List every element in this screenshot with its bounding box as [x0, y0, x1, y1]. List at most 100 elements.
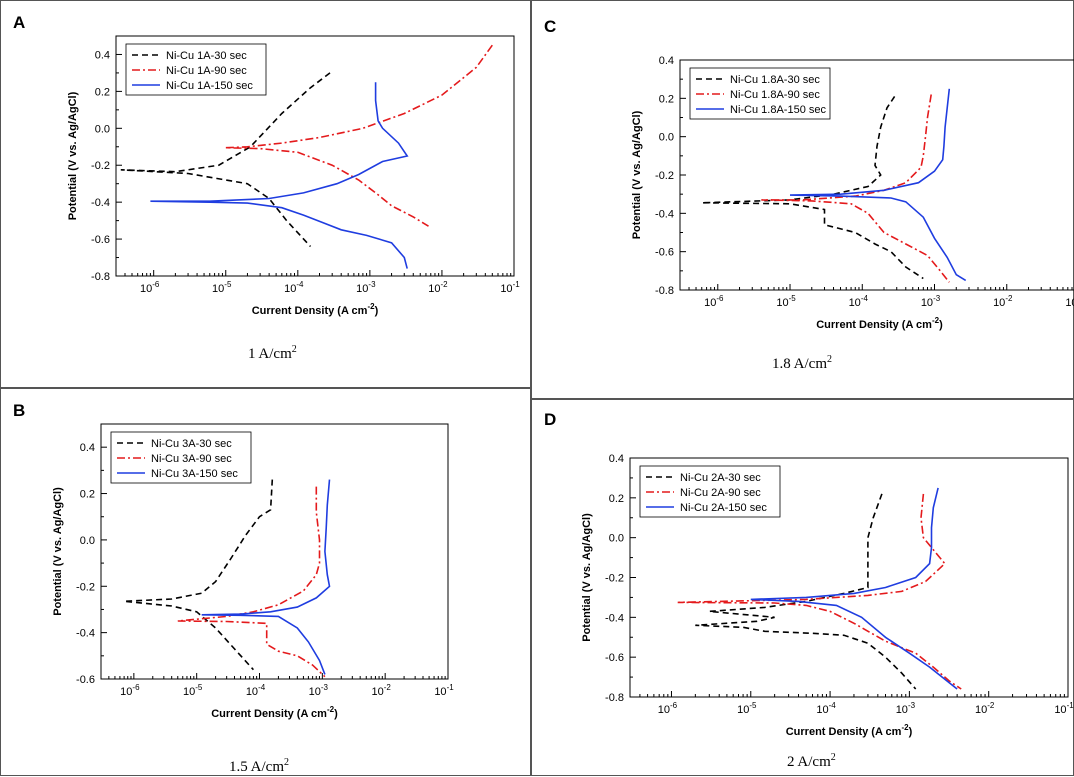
y-tick-label: 0.0 — [80, 535, 95, 547]
condition-label-b: 1.5 A/cm2 — [229, 757, 289, 775]
panel-d: D 10-6 10-5 10-4 10-3 10-2 10-1 -0.8 -0.6 -0.4 -0… — [531, 399, 1074, 776]
panel-letter-b: B — [13, 401, 26, 420]
plot-frame — [115, 35, 515, 277]
chart-a: 10-6 10-5 10-4 10-3 10-2 10-1 -0.8 -0.6 -0.4 -0.2… — [67, 35, 520, 317]
x-tick-label: 10-2 — [371, 683, 391, 698]
legend-label-1: Ni-Cu 3A-30 sec — [151, 438, 232, 450]
x-tick-label: 10-1 — [1065, 294, 1074, 309]
chart-d: 10-6 10-5 10-4 10-3 10-2 10-1 -0.8 -0.6 -0.4 -0.2… — [581, 453, 1074, 738]
y-tick-label: -0.6 — [655, 247, 674, 259]
condition-label-c: 1.8 A/cm2 — [772, 354, 832, 372]
x-tick-label: 10-5 — [737, 701, 757, 716]
series-line-1 — [124, 479, 274, 671]
x-tick-label: 10-3 — [896, 701, 916, 716]
y-axis-label: Potential (V vs. Ag/AgCl) — [581, 513, 593, 642]
condition-label-d: 2 A/cm2 — [787, 752, 836, 770]
x-tick-label: 10-3 — [921, 294, 941, 309]
y-tick-label: -0.8 — [655, 285, 674, 297]
y-axis-label: Potential (V vs. Ag/AgCl) — [631, 110, 643, 239]
x-tick-label: 10-6 — [120, 683, 140, 698]
y-tick-label: 0.0 — [659, 132, 674, 144]
x-tick-label: 10-6 — [704, 294, 724, 309]
series-line-2 — [677, 493, 962, 690]
legend-label-3: Ni-Cu 3A-150 sec — [151, 468, 238, 480]
plot-area: 10-6 10-5 10-4 10-3 10-2 10-1 -0.6 -0.4 -0.2 0.0 0… — [52, 423, 454, 720]
x-tick-label: 10-3 — [356, 280, 376, 295]
x-tick-label: 10-5 — [212, 280, 232, 295]
y-tick-label: -0.4 — [605, 612, 624, 624]
legend-label-1: Ni-Cu 1.8A-30 sec — [730, 74, 820, 86]
x-axis-label: Current Density (A cm-2) — [211, 705, 338, 720]
x-tick-label: 10-1 — [434, 683, 454, 698]
legend-label-3: Ni-Cu 1.8A-150 sec — [730, 104, 826, 116]
legend-label-1: Ni-Cu 2A-30 sec — [680, 472, 761, 484]
y-tick-label: -0.4 — [655, 208, 674, 220]
x-tick-label: 10-1 — [1054, 701, 1074, 716]
y-tick-label: -0.6 — [605, 652, 624, 664]
panel-a: A 10-6 10-5 10-4 10-3 10-2 10-1 -0.8 -0.6 -0.4 -0… — [0, 0, 531, 388]
series-line-2 — [225, 44, 493, 227]
x-tick-label: 10-4 — [284, 280, 304, 295]
y-axis-label: Potential (V vs. Ag/AgCl) — [67, 91, 79, 220]
x-tick-label: 10-5 — [183, 683, 203, 698]
condition-label-a: 1 A/cm2 — [248, 344, 297, 362]
y-tick-label: 0.2 — [80, 489, 95, 501]
series-line-3 — [201, 479, 331, 675]
series-line-3 — [750, 487, 958, 690]
y-tick-label: 0.2 — [659, 93, 674, 105]
y-tick-label: -0.2 — [605, 573, 624, 585]
x-tick-label: 10-6 — [658, 701, 678, 716]
chart-b: 10-6 10-5 10-4 10-3 10-2 10-1 -0.6 -0.4 -0.2 0.0 0… — [52, 423, 454, 720]
x-tick-label: 10-2 — [975, 701, 995, 716]
y-tick-label: -0.2 — [91, 160, 110, 172]
y-tick-label: 0.0 — [609, 533, 624, 545]
x-tick-label: 10-1 — [500, 280, 520, 295]
legend: Ni-Cu 1A-30 sec Ni-Cu 1A-90 sec Ni-Cu 1A-1… — [125, 43, 267, 96]
panel-c: C 10-6 10-5 10-4 10-3 10-2 10-1 -0.8 -0.6 -0.4 -0… — [531, 0, 1074, 399]
y-tick-label: -0.2 — [76, 581, 95, 593]
legend-label-3: Ni-Cu 1A-150 sec — [166, 80, 253, 92]
y-tick-label: -0.4 — [76, 628, 95, 640]
legend-label-1: Ni-Cu 1A-30 sec — [166, 50, 247, 62]
y-tick-label: 0.2 — [95, 86, 110, 98]
x-tick-label: 10-4 — [816, 701, 836, 716]
series-line-1 — [701, 95, 924, 280]
series-line-3 — [150, 82, 409, 269]
plot-area: 10-6 10-5 10-4 10-3 10-2 10-1 -0.8 -0.6 -0.4 -0.2… — [631, 55, 1074, 331]
series-line-1 — [695, 493, 917, 690]
legend-label-3: Ni-Cu 2A-150 sec — [680, 502, 767, 514]
chart-c: 10-6 10-5 10-4 10-3 10-2 10-1 -0.8 -0.6 -0.4 -0.2… — [631, 55, 1074, 331]
x-axis-label: Current Density (A cm-2) — [252, 302, 379, 317]
legend: Ni-Cu 3A-30 sec Ni-Cu 3A-90 sec Ni-Cu 3A-1… — [110, 431, 252, 484]
x-tick-label: 10-4 — [246, 683, 266, 698]
panel-letter-c: C — [544, 17, 557, 36]
y-tick-label: -0.6 — [76, 674, 95, 686]
legend-label-2: Ni-Cu 2A-90 sec — [680, 487, 761, 499]
x-tick-label: 10-4 — [849, 294, 869, 309]
y-tick-label: -0.6 — [91, 234, 110, 246]
series-line-2 — [761, 94, 950, 283]
panel-b: B 10-6 10-5 10-4 10-3 10-2 10-1 -0.6 -0.4 -0.2 0.… — [0, 388, 531, 776]
y-tick-label: 0.4 — [659, 55, 674, 67]
x-tick-label: 10-3 — [309, 683, 329, 698]
x-tick-label: 10-5 — [776, 294, 796, 309]
legend: Ni-Cu 1.8A-30 sec Ni-Cu 1.8A-90 sec Ni-Cu … — [689, 67, 831, 120]
y-tick-label: 0.4 — [80, 442, 95, 454]
series-line-1 — [120, 72, 331, 248]
legend-label-2: Ni-Cu 3A-90 sec — [151, 453, 232, 465]
y-tick-label: -0.2 — [655, 170, 674, 182]
x-tick-label: 10-2 — [428, 280, 448, 295]
series-line-2 — [177, 486, 326, 678]
y-tick-label: 0.2 — [609, 493, 624, 505]
y-tick-label: 0.4 — [609, 453, 624, 465]
x-axis-label: Current Density (A cm-2) — [786, 723, 913, 738]
panel-letter-a: A — [13, 13, 26, 32]
y-tick-label: 0.0 — [95, 123, 110, 135]
panel-letter-d: D — [544, 410, 557, 429]
y-tick-label: 0.4 — [95, 49, 110, 61]
x-axis-label: Current Density (A cm-2) — [816, 316, 943, 331]
series-line-3 — [789, 88, 967, 282]
y-tick-label: -0.8 — [91, 271, 110, 283]
legend-label-2: Ni-Cu 1A-90 sec — [166, 65, 247, 77]
legend: Ni-Cu 2A-30 sec Ni-Cu 2A-90 sec Ni-Cu 2A-1… — [639, 465, 781, 518]
